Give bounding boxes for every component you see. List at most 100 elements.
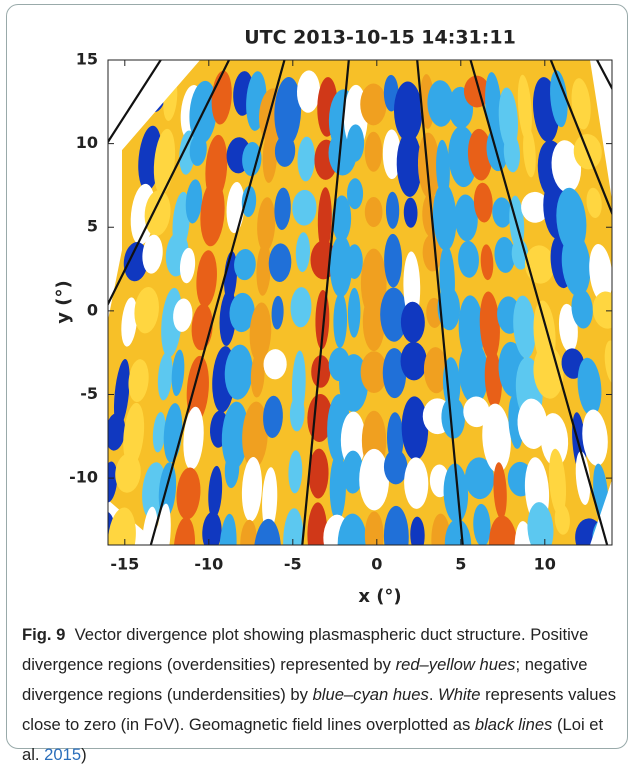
- texture-blob: [249, 302, 272, 363]
- x-tick-label: 0: [371, 555, 382, 574]
- y-tick-label: -5: [80, 384, 98, 403]
- texture-blob: [185, 179, 203, 224]
- plot-frame: [107, 59, 613, 546]
- texture-blob: [346, 124, 365, 162]
- texture-blob: [410, 516, 425, 545]
- field-line: [149, 60, 286, 545]
- texture-blob: [262, 129, 278, 183]
- texture-blob: [454, 194, 478, 242]
- texture-blob: [385, 191, 400, 229]
- texture-blob: [396, 131, 422, 197]
- texture-blob: [347, 287, 361, 338]
- texture-blob: [263, 349, 287, 380]
- texture-blob: [128, 359, 149, 403]
- texture-blob: [494, 237, 516, 273]
- texture-blob: [586, 187, 602, 218]
- texture-blob: [274, 76, 302, 147]
- texture-blob: [271, 295, 284, 330]
- texture-blob: [540, 413, 569, 467]
- texture-blob: [577, 357, 602, 417]
- texture-blob: [189, 133, 207, 166]
- heatmap: [108, 60, 636, 571]
- y-axis-label: y (°): [53, 280, 74, 323]
- texture-blob: [342, 450, 364, 494]
- texture-blob: [144, 190, 171, 237]
- texture-blob: [253, 518, 281, 545]
- texture-blob: [346, 244, 363, 279]
- texture-blob: [364, 131, 383, 172]
- texture-blob: [463, 75, 490, 108]
- texture-blob: [551, 140, 582, 193]
- texture-blob: [517, 74, 532, 141]
- texture-blob: [340, 411, 366, 469]
- texture-blob: [382, 129, 401, 180]
- texture-blob: [604, 340, 612, 384]
- texture-blob: [274, 134, 296, 167]
- texture-blob: [123, 402, 145, 467]
- texture-blob: [202, 511, 222, 545]
- texture-blob: [360, 83, 387, 126]
- texture-blob: [431, 513, 452, 545]
- texture-blob: [176, 467, 201, 520]
- texture-blob: [289, 395, 305, 432]
- y-tick-label: 10: [76, 133, 98, 152]
- texture-blob: [467, 128, 493, 181]
- texture-blob: [513, 295, 536, 359]
- texture-blob: [548, 448, 567, 516]
- texture-blob: [108, 413, 126, 451]
- outside-fov: [108, 60, 200, 170]
- texture-blob: [550, 70, 568, 128]
- texture-blob: [493, 462, 507, 520]
- texture-blob: [458, 240, 479, 278]
- texture-blob: [444, 519, 472, 545]
- texture-blob: [401, 396, 429, 461]
- texture-blob: [290, 287, 312, 328]
- texture-blob: [241, 457, 263, 522]
- texture-blob: [533, 345, 564, 399]
- texture-blob: [229, 292, 255, 333]
- chart-title: UTC 2013-10-15 14:31:11: [244, 27, 516, 49]
- texture-blob: [432, 183, 457, 251]
- field-line: [108, 60, 163, 144]
- texture-blob: [382, 348, 407, 399]
- texture-blob: [257, 197, 276, 252]
- x-tick-label: -5: [284, 555, 302, 574]
- x-tick-label: -10: [194, 555, 223, 574]
- field-line: [108, 60, 231, 307]
- texture-blob: [332, 195, 352, 242]
- texture-blob: [618, 505, 636, 571]
- texture-blob: [156, 503, 171, 545]
- texture-blob: [521, 191, 550, 223]
- texture-blob: [283, 508, 304, 545]
- texture-blob: [186, 355, 209, 423]
- texture-blob: [464, 457, 495, 500]
- texture-blob: [346, 178, 364, 210]
- texture-blob: [473, 182, 493, 223]
- caption-text: represents values close to zero (in FoV)…: [22, 685, 617, 734]
- texture-blob: [571, 78, 591, 130]
- texture-blob: [589, 244, 612, 303]
- texture-blob: [288, 450, 303, 494]
- texture-blob: [262, 467, 278, 533]
- texture-blob: [240, 519, 257, 545]
- texture-blob: [427, 80, 454, 127]
- texture-blob: [554, 504, 570, 535]
- texture-blob: [329, 235, 353, 298]
- texture-blob: [173, 517, 196, 545]
- x-axis-label: x (°): [358, 586, 401, 607]
- texture-blob: [317, 187, 332, 252]
- texture-blob: [359, 448, 390, 511]
- field-line: [549, 60, 612, 216]
- texture-blob: [393, 81, 423, 142]
- texture-blob: [403, 197, 418, 228]
- texture-blob: [173, 298, 193, 332]
- texture-blob: [523, 127, 536, 178]
- texture-blob: [274, 187, 291, 230]
- y-tick-label: -10: [69, 468, 98, 487]
- field-line: [301, 60, 350, 545]
- texture-blob: [141, 506, 158, 545]
- texture-blob: [242, 142, 262, 177]
- texture-blob: [443, 463, 469, 523]
- outside-fov: [590, 480, 612, 545]
